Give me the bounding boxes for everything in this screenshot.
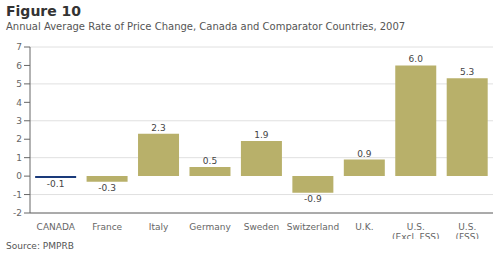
svg-text:France: France bbox=[92, 222, 122, 232]
svg-text:5: 5 bbox=[16, 79, 22, 89]
svg-text:Sweden: Sweden bbox=[244, 222, 280, 232]
svg-text:U.S.(Excl. FSS): U.S.(Excl. FSS) bbox=[392, 222, 440, 239]
svg-text:0: 0 bbox=[16, 171, 22, 181]
svg-text:2.3: 2.3 bbox=[151, 123, 165, 133]
svg-text:-2: -2 bbox=[13, 208, 22, 218]
svg-text:2: 2 bbox=[16, 134, 22, 144]
svg-text:6: 6 bbox=[16, 61, 22, 71]
svg-text:0.5: 0.5 bbox=[203, 156, 217, 166]
svg-text:6.0: 6.0 bbox=[409, 54, 424, 64]
svg-text:0.9: 0.9 bbox=[357, 149, 372, 159]
svg-text:1.9: 1.9 bbox=[254, 130, 269, 140]
svg-text:3: 3 bbox=[16, 116, 22, 126]
svg-text:4: 4 bbox=[16, 98, 22, 108]
html-text:Figure 10: Figure 10 bbox=[6, 3, 82, 19]
html-text:Source: PMPRB: Source: PMPRB bbox=[6, 241, 74, 251]
svg-text:-1: -1 bbox=[13, 190, 22, 200]
svg-text:1: 1 bbox=[16, 153, 22, 163]
svg-text:-0.1: -0.1 bbox=[47, 179, 65, 189]
svg-text:Germany: Germany bbox=[189, 222, 231, 232]
svg-text:7: 7 bbox=[16, 42, 22, 52]
svg-text:U.S.(FSS): U.S.(FSS) bbox=[456, 222, 479, 239]
svg-text:Switzerland: Switzerland bbox=[287, 222, 340, 232]
html-text:Annual Average Rate of Price C: Annual Average Rate of Price Change, Can… bbox=[6, 21, 406, 32]
svg-text:Italy: Italy bbox=[149, 222, 169, 232]
svg-text:U.K.: U.K. bbox=[355, 222, 373, 232]
svg-text:5.3: 5.3 bbox=[460, 67, 474, 77]
svg-text:-0.3: -0.3 bbox=[98, 183, 116, 193]
svg-text:CANADA: CANADA bbox=[37, 222, 76, 232]
svg-text:-0.9: -0.9 bbox=[304, 194, 322, 204]
